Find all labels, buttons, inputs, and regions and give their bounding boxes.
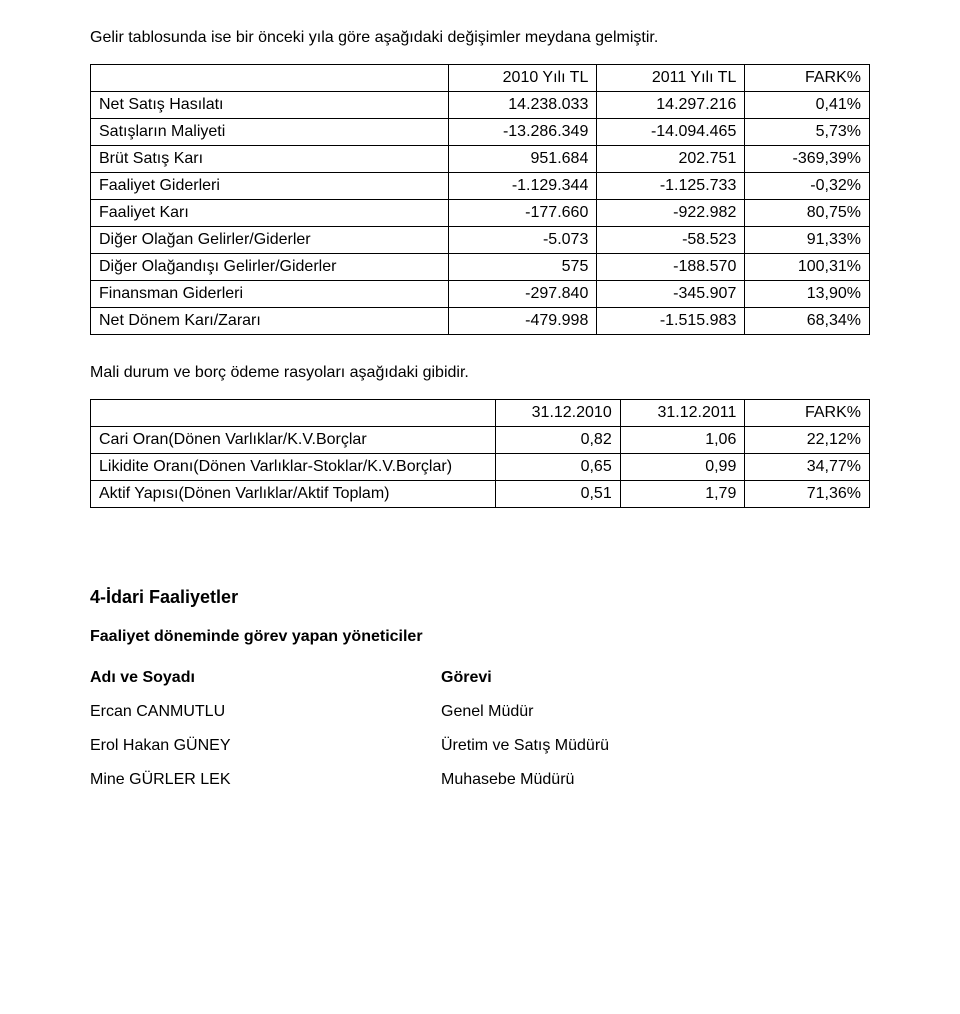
table-row: Aktif Yapısı(Dönen Varlıklar/Aktif Topla… [91,481,870,508]
ratios-header-2: 31.12.2011 [620,400,745,427]
table-cell: -0,32% [745,173,870,200]
table-cell: Diğer Olağandışı Gelirler/Giderler [91,254,449,281]
intro-paragraph: Gelir tablosunda ise bir önceki yıla gör… [90,28,870,48]
table-cell: -188.570 [597,254,745,281]
table-cell: 0,99 [620,454,745,481]
table-cell: 202.751 [597,146,745,173]
spacer [90,516,870,586]
page: Gelir tablosunda ise bir önceki yıla gör… [0,0,960,1014]
section4-heading: 4-İdari Faaliyetler [90,586,870,609]
table-cell: -177.660 [449,200,597,227]
table-cell: Net Dönem Karı/Zararı [91,308,449,335]
table-row: Mine GÜRLER LEKMuhasebe Müdürü [90,763,870,797]
table-row: Ercan CANMUTLUGenel Müdür [90,695,870,729]
table-cell: -1.129.344 [449,173,597,200]
ratios-header-3: FARK% [745,400,870,427]
table-cell: 34,77% [745,454,870,481]
table-cell: 14.297.216 [597,92,745,119]
managers-header-0: Adı ve Soyadı [90,661,441,695]
table-cell: -922.982 [597,200,745,227]
table-cell: -297.840 [449,281,597,308]
table-cell: 0,65 [496,454,621,481]
table-cell: Mine GÜRLER LEK [90,763,441,797]
table-cell: 0,41% [745,92,870,119]
income-header-0 [91,65,449,92]
table-cell: Ercan CANMUTLU [90,695,441,729]
table-cell: 100,31% [745,254,870,281]
table-cell: -479.998 [449,308,597,335]
table-cell: Genel Müdür [441,695,870,729]
ratios-header-0 [91,400,496,427]
table-cell: Brüt Satış Karı [91,146,449,173]
income-table: 2010 Yılı TL 2011 Yılı TL FARK% Net Satı… [90,64,870,335]
ratios-header-1: 31.12.2010 [496,400,621,427]
table-cell: -1.125.733 [597,173,745,200]
table-cell: 91,33% [745,227,870,254]
table-cell: 1,06 [620,427,745,454]
table-cell: -58.523 [597,227,745,254]
table-row: Faaliyet Karı-177.660-922.98280,75% [91,200,870,227]
table-cell: -1.515.983 [597,308,745,335]
table-row: Satışların Maliyeti-13.286.349-14.094.46… [91,119,870,146]
table-cell: 5,73% [745,119,870,146]
table-row: Net Dönem Karı/Zararı-479.998-1.515.9836… [91,308,870,335]
table-cell: 1,79 [620,481,745,508]
table-cell: 71,36% [745,481,870,508]
ratios-body: Cari Oran(Dönen Varlıklar/K.V.Borçlar0,8… [91,427,870,508]
ratios-intro: Mali durum ve borç ödeme rasyoları aşağı… [90,363,870,383]
ratios-header-row: 31.12.2010 31.12.2011 FARK% [91,400,870,427]
table-cell: 0,51 [496,481,621,508]
table-cell: -13.286.349 [449,119,597,146]
table-cell: 22,12% [745,427,870,454]
table-cell: Aktif Yapısı(Dönen Varlıklar/Aktif Topla… [91,481,496,508]
income-header-row: 2010 Yılı TL 2011 Yılı TL FARK% [91,65,870,92]
table-cell: 68,34% [745,308,870,335]
table-cell: Net Satış Hasılatı [91,92,449,119]
income-header-2: 2011 Yılı TL [597,65,745,92]
table-cell: -5.073 [449,227,597,254]
managers-header-1: Görevi [441,661,870,695]
table-row: Erol Hakan GÜNEYÜretim ve Satış Müdürü [90,729,870,763]
income-header-1: 2010 Yılı TL [449,65,597,92]
table-row: Cari Oran(Dönen Varlıklar/K.V.Borçlar0,8… [91,427,870,454]
table-cell: Muhasebe Müdürü [441,763,870,797]
table-cell: 951.684 [449,146,597,173]
table-row: Likidite Oranı(Dönen Varlıklar-Stoklar/K… [91,454,870,481]
table-cell: -345.907 [597,281,745,308]
table-row: Diğer Olağandışı Gelirler/Giderler575-18… [91,254,870,281]
table-cell: Finansman Giderleri [91,281,449,308]
table-cell: 13,90% [745,281,870,308]
table-cell: Cari Oran(Dönen Varlıklar/K.V.Borçlar [91,427,496,454]
managers-body: Ercan CANMUTLUGenel MüdürErol Hakan GÜNE… [90,695,870,797]
table-cell: Faaliyet Karı [91,200,449,227]
table-cell: -369,39% [745,146,870,173]
table-cell: Satışların Maliyeti [91,119,449,146]
table-row: Faaliyet Giderleri-1.129.344-1.125.733-0… [91,173,870,200]
table-cell: 0,82 [496,427,621,454]
table-cell: 80,75% [745,200,870,227]
table-row: Net Satış Hasılatı14.238.03314.297.2160,… [91,92,870,119]
table-row: Finansman Giderleri-297.840-345.90713,90… [91,281,870,308]
table-row: Diğer Olağan Gelirler/Giderler-5.073-58.… [91,227,870,254]
income-header-3: FARK% [745,65,870,92]
section4-subheading: Faaliyet döneminde görev yapan yöneticil… [90,627,870,647]
table-row: Brüt Satış Karı951.684202.751-369,39% [91,146,870,173]
table-cell: Erol Hakan GÜNEY [90,729,441,763]
ratios-table: 31.12.2010 31.12.2011 FARK% Cari Oran(Dö… [90,399,870,508]
table-cell: Diğer Olağan Gelirler/Giderler [91,227,449,254]
table-cell: Üretim ve Satış Müdürü [441,729,870,763]
income-body: Net Satış Hasılatı14.238.03314.297.2160,… [91,92,870,335]
managers-header-row: Adı ve Soyadı Görevi [90,661,870,695]
table-cell: 575 [449,254,597,281]
table-cell: Faaliyet Giderleri [91,173,449,200]
table-cell: 14.238.033 [449,92,597,119]
managers-table: Adı ve Soyadı Görevi Ercan CANMUTLUGenel… [90,661,870,797]
table-cell: -14.094.465 [597,119,745,146]
table-cell: Likidite Oranı(Dönen Varlıklar-Stoklar/K… [91,454,496,481]
